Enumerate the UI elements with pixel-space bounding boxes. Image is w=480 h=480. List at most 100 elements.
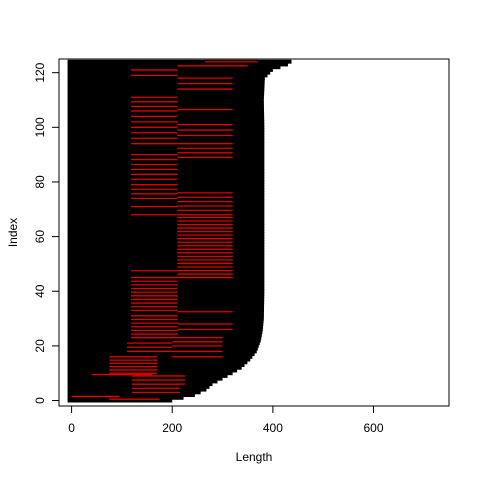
y-tick-label: 100	[33, 117, 47, 137]
bar	[67, 270, 265, 275]
bar	[67, 354, 253, 359]
bar	[67, 92, 265, 97]
y-tick-label: 40	[33, 284, 47, 298]
y-tick-label: 0	[33, 397, 47, 404]
bar	[67, 357, 251, 362]
bar	[67, 384, 210, 389]
bar	[67, 346, 258, 351]
bar	[67, 319, 264, 324]
bar	[67, 174, 265, 179]
bar	[67, 259, 265, 264]
bar	[67, 365, 242, 370]
bar	[67, 231, 265, 236]
bar	[67, 376, 223, 381]
bar	[67, 100, 264, 105]
y-tick-label: 80	[33, 175, 47, 189]
bar	[67, 387, 207, 392]
bar	[67, 103, 264, 108]
bar	[67, 160, 265, 165]
bar	[67, 264, 265, 269]
bar	[67, 223, 265, 228]
x-tick-label: 0	[68, 421, 75, 435]
bar	[67, 122, 265, 127]
bar	[67, 65, 281, 70]
bar	[67, 193, 265, 198]
bar	[67, 343, 259, 348]
bar	[67, 78, 265, 83]
bar	[67, 278, 265, 283]
bar	[67, 253, 265, 258]
bar	[67, 76, 265, 81]
bar	[67, 106, 264, 111]
bar	[67, 248, 265, 253]
bar	[67, 59, 292, 64]
bar	[67, 327, 263, 332]
bar	[67, 117, 265, 122]
bar	[67, 220, 265, 225]
bar	[67, 363, 245, 367]
red-segments	[71, 59, 258, 400]
bar	[67, 166, 265, 171]
bar	[67, 128, 265, 133]
bar	[67, 81, 265, 86]
x-axis: 0 200 400 600	[68, 405, 384, 435]
bar	[67, 147, 265, 152]
bar	[67, 144, 265, 149]
bar	[67, 169, 265, 173]
bar	[67, 395, 184, 400]
bar	[67, 330, 263, 335]
bar	[67, 302, 265, 307]
bar	[67, 139, 265, 143]
x-tick-label: 600	[364, 421, 384, 435]
bar	[67, 98, 264, 102]
bar	[67, 316, 264, 321]
bar	[67, 240, 265, 245]
bar	[67, 281, 265, 286]
y-axis: 0 20 40 60 80 100 120	[33, 62, 60, 404]
y-tick-label: 60	[33, 230, 47, 244]
bar	[67, 210, 265, 214]
bar	[67, 207, 265, 212]
y-axis-label: Index	[6, 218, 20, 247]
bar	[67, 111, 265, 116]
x-axis-label: Length	[236, 450, 273, 464]
bar	[67, 322, 264, 326]
bar	[67, 234, 265, 239]
bar	[67, 188, 265, 193]
bar	[67, 251, 265, 255]
bar	[67, 84, 265, 89]
bar	[67, 70, 271, 75]
bar	[67, 185, 265, 190]
bar	[67, 352, 255, 357]
bar	[67, 289, 265, 294]
plot-content	[67, 59, 292, 403]
bar	[67, 245, 265, 250]
bar	[67, 133, 265, 138]
bar	[67, 272, 265, 277]
bar	[67, 256, 265, 261]
bar	[67, 398, 173, 403]
bar	[67, 237, 265, 242]
bar	[67, 294, 265, 299]
bar	[67, 300, 265, 305]
bar	[67, 163, 265, 168]
bar	[67, 267, 265, 272]
y-tick-label: 120	[33, 62, 47, 82]
bar	[67, 332, 262, 337]
x-tick-label: 200	[162, 421, 182, 435]
bar	[67, 89, 265, 94]
bar	[67, 242, 265, 247]
bar	[67, 360, 248, 365]
bar	[67, 379, 218, 384]
bar	[67, 199, 265, 204]
x-tick-label: 400	[263, 421, 283, 435]
bar	[67, 305, 265, 310]
bar	[67, 292, 265, 296]
bar	[67, 229, 265, 234]
bar	[67, 393, 195, 398]
bar	[67, 311, 264, 316]
bar	[67, 283, 265, 288]
bar	[67, 218, 265, 223]
bar	[67, 215, 265, 220]
